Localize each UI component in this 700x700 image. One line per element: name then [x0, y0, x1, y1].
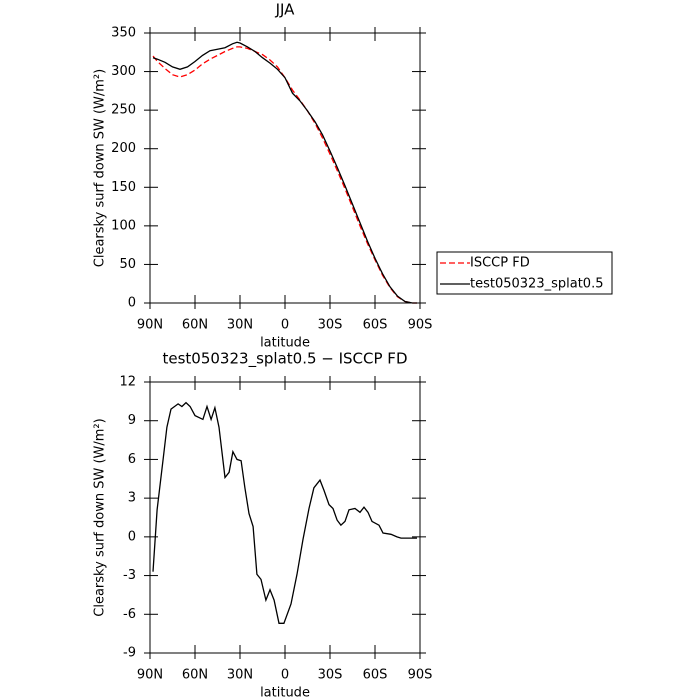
data-line	[152, 46, 417, 304]
y-tick-label: 250	[111, 103, 136, 118]
x-tick-label: 90S	[408, 668, 433, 683]
x-tick-label: 90S	[408, 318, 433, 333]
y-axis-label: Clearsky surf down SW (W/m²)	[93, 418, 108, 616]
x-tick-label: 90N	[137, 668, 163, 683]
x-tick-label: 90N	[137, 318, 163, 333]
x-tick-label: 30N	[227, 668, 253, 683]
y-tick-label: 0	[128, 529, 136, 544]
y-tick-label: 200	[111, 141, 136, 156]
legend-label: ISCCP FD	[470, 256, 530, 271]
x-tick-label: 60N	[182, 668, 208, 683]
x-tick-label: 60S	[363, 318, 388, 333]
data-line	[152, 41, 417, 304]
y-tick-label: 9	[128, 413, 136, 428]
y-tick-label: 12	[119, 375, 136, 390]
y-tick-label: 3	[128, 491, 136, 506]
y-tick-label: 350	[111, 26, 136, 41]
y-tick-label: -6	[123, 607, 136, 622]
y-tick-label: 50	[119, 257, 136, 272]
legend-label: test050323_splat0.5	[470, 277, 603, 292]
y-tick-label: -9	[123, 646, 136, 661]
chart-title: test050323_splat0.5 − ISCCP FD	[163, 350, 408, 369]
x-tick-label: 30S	[318, 318, 343, 333]
x-tick-label: 30S	[318, 668, 343, 683]
chart-title: JJA	[275, 1, 296, 19]
legend-box	[436, 251, 613, 295]
x-tick-label: 0	[281, 318, 289, 333]
y-tick-label: -3	[123, 568, 136, 583]
x-axis-label: latitude	[260, 686, 310, 700]
y-axis-label: Clearsky surf down SW (W/m²)	[93, 69, 108, 267]
x-axis-label: latitude	[260, 336, 310, 351]
y-tick-label: 0	[128, 296, 136, 311]
x-tick-label: 60N	[182, 318, 208, 333]
y-tick-label: 300	[111, 64, 136, 79]
x-tick-label: 60S	[363, 668, 388, 683]
x-tick-label: 0	[281, 668, 289, 683]
y-tick-label: 100	[111, 218, 136, 233]
x-tick-label: 30N	[227, 318, 253, 333]
plot-frame	[149, 32, 421, 304]
plot-frame	[149, 381, 421, 654]
data-line	[152, 401, 417, 624]
y-tick-label: 150	[111, 180, 136, 195]
y-tick-label: 6	[128, 452, 136, 467]
